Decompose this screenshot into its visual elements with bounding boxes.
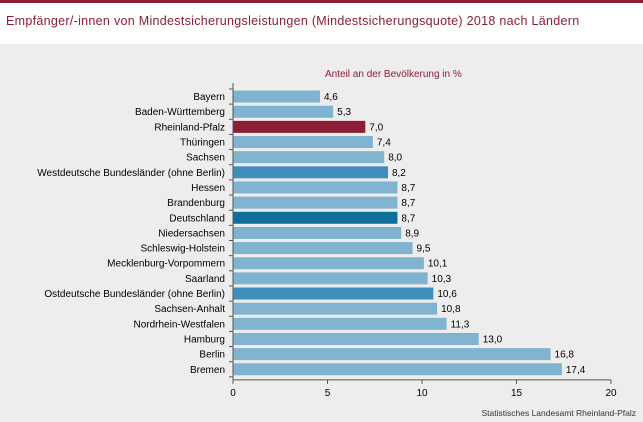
bar (233, 363, 562, 376)
value-label: 8,7 (401, 213, 415, 224)
category-label: Sachsen-Anhalt (154, 304, 225, 315)
bar (233, 90, 320, 103)
category-label: Schleswig-Holstein (141, 244, 225, 255)
category-label: Thüringen (180, 138, 225, 149)
chart-panel: Anteil an der Bevölkerung in % Bayern 4,6… (0, 44, 643, 422)
category-label: Mecklenburg-Vorpommern (107, 259, 225, 270)
chart-subtitle: Anteil an der Bevölkerung in % (325, 69, 462, 80)
x-tick-label: 0 (230, 388, 236, 399)
bar (233, 257, 424, 270)
bar (233, 136, 373, 149)
category-label: Sachsen (186, 153, 225, 164)
category-label: Deutschland (169, 213, 225, 224)
value-label: 8,7 (401, 198, 415, 209)
value-label: 10,6 (437, 289, 457, 300)
category-label: Westdeutsche Bundesländer (ohne Berlin) (37, 168, 225, 179)
value-label: 13,0 (483, 334, 503, 345)
bar (233, 120, 366, 133)
value-label: 10,8 (441, 304, 461, 315)
value-label: 7,4 (377, 138, 391, 149)
bar (233, 332, 479, 345)
value-label: 10,3 (432, 274, 452, 285)
bar (233, 181, 398, 194)
x-tick-label: 5 (325, 388, 331, 399)
category-label: Nordrhein-Westfalen (133, 319, 225, 330)
bar (233, 272, 428, 285)
x-tick-label: 15 (511, 388, 523, 399)
title-accent-line (0, 0, 643, 3)
bar (233, 105, 334, 118)
chart-title: Empfänger/-innen von Mindestsicherungsle… (6, 14, 580, 28)
bar-chart: Anteil an der Bevölkerung in % Bayern 4,6… (37, 69, 617, 399)
category-label: Ostdeutsche Bundesländer (ohne Berlin) (44, 289, 225, 300)
bar (233, 287, 434, 300)
value-label: 4,6 (324, 92, 338, 103)
value-label: 8,9 (405, 228, 419, 239)
bars-group: Bayern 4,6 Baden-Württemberg 5,3 Rheinland-P… (37, 90, 586, 376)
category-label: Rheinland-Pfalz (154, 122, 225, 133)
value-label: 17,4 (566, 365, 586, 376)
value-label: 16,8 (555, 350, 575, 361)
bar (233, 196, 398, 209)
value-label: 10,1 (428, 259, 448, 270)
value-label: 5,3 (337, 107, 351, 118)
bar (233, 317, 447, 330)
x-tick-label: 10 (416, 388, 428, 399)
category-label: Baden-Württemberg (135, 107, 225, 118)
category-label: Brandenburg (167, 198, 225, 209)
bar (233, 151, 385, 164)
value-label: 9,5 (417, 244, 431, 255)
value-label: 8,0 (388, 153, 402, 164)
source-note: Statistisches Landesamt Rheinland-Pfalz (481, 408, 637, 418)
category-label: Bremen (190, 365, 225, 376)
category-label: Bayern (193, 92, 225, 103)
category-label: Berlin (199, 350, 225, 361)
bar (233, 226, 402, 239)
category-label: Saarland (185, 274, 225, 285)
category-label: Hamburg (184, 334, 225, 345)
value-label: 7,0 (369, 122, 383, 133)
category-label: Hessen (191, 183, 225, 194)
x-tick-label: 20 (605, 388, 617, 399)
value-label: 8,2 (392, 168, 406, 179)
category-label: Niedersachsen (158, 228, 225, 239)
value-label: 8,7 (401, 183, 415, 194)
bar (233, 166, 388, 179)
value-label: 11,3 (451, 319, 470, 330)
axes-group: 0 5 10 15 20 (229, 83, 617, 399)
bar (233, 302, 438, 315)
bar (233, 242, 413, 255)
bar (233, 348, 551, 361)
bar (233, 211, 398, 224)
